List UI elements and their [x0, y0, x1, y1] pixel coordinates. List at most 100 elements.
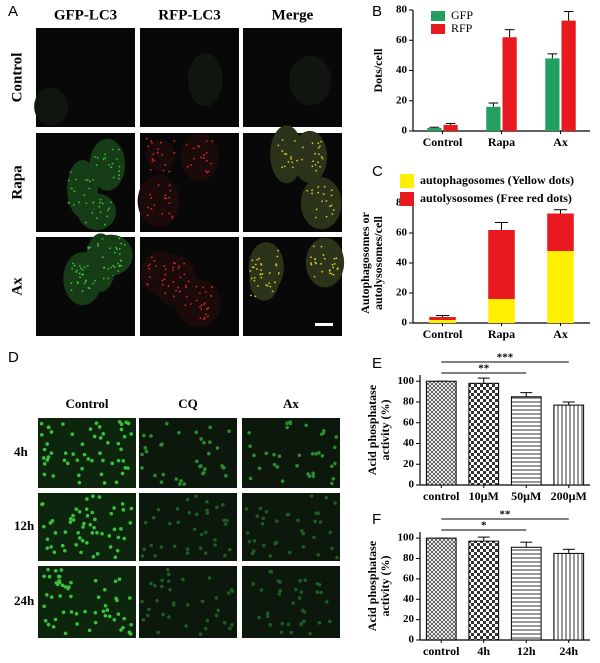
bar: [443, 124, 458, 131]
cell-spot: [273, 541, 277, 546]
cell-spot: [275, 465, 280, 469]
puncta: [200, 304, 203, 306]
puncta: [211, 286, 213, 288]
puncta: [317, 142, 320, 145]
cell-spot: [213, 543, 217, 547]
cell-spot: [261, 516, 266, 521]
cell-spot: [302, 610, 307, 614]
cell-spot: [160, 442, 164, 447]
puncta: [251, 266, 254, 269]
cell-spot: [85, 497, 89, 501]
micrograph: [38, 493, 136, 561]
cell-spot: [102, 587, 107, 592]
cell-spot: [107, 614, 112, 619]
puncta: [101, 202, 104, 205]
puncta: [287, 160, 290, 163]
puncta: [164, 268, 167, 271]
x-tick-label: 24h: [559, 644, 578, 658]
puncta: [315, 262, 318, 265]
cell-spot: [168, 521, 172, 526]
puncta: [85, 221, 87, 224]
cell-spot: [280, 621, 284, 626]
y-tick-label: 60: [403, 416, 415, 428]
puncta: [310, 262, 312, 264]
puncta: [113, 266, 116, 268]
cell-body: [89, 138, 126, 191]
cell-spot: [75, 622, 79, 626]
puncta: [322, 254, 325, 256]
y-tick-label: 40: [403, 437, 415, 449]
cell-spot: [114, 480, 119, 485]
y-tick-label: 40: [403, 593, 415, 605]
cell-spot: [205, 508, 209, 513]
cell-spot: [227, 547, 232, 552]
cell-spot: [295, 463, 299, 468]
puncta: [317, 147, 320, 149]
puncta: [107, 277, 110, 280]
puncta: [330, 189, 333, 192]
cell-spot: [42, 472, 47, 477]
y-axis-label: Acid phosphatase: [365, 384, 379, 475]
panel-label: D: [8, 349, 19, 366]
puncta: [315, 169, 318, 172]
puncta: [97, 245, 100, 247]
cell-spot: [177, 482, 182, 486]
puncta: [161, 283, 164, 286]
cell-spot: [203, 467, 207, 471]
cell-spot: [153, 584, 157, 588]
cell-spot: [119, 422, 124, 427]
puncta: [317, 153, 320, 156]
cell-spot: [277, 592, 282, 596]
puncta: [172, 280, 175, 283]
puncta: [331, 263, 334, 266]
puncta: [253, 279, 256, 282]
puncta: [154, 265, 157, 267]
puncta: [149, 263, 151, 266]
y-tick-label: 80: [396, 4, 408, 16]
cell-spot: [272, 462, 277, 467]
cell-spot: [49, 595, 54, 599]
cell-spot: [103, 603, 108, 608]
puncta: [120, 242, 123, 245]
puncta: [67, 179, 70, 182]
puncta: [203, 316, 206, 319]
puncta: [177, 286, 180, 289]
legend-swatch: [400, 174, 414, 188]
cell-spot: [155, 598, 159, 603]
cell-spot: [115, 548, 120, 553]
puncta: [123, 244, 126, 246]
panel-label: E: [372, 355, 382, 372]
puncta: [321, 157, 324, 160]
puncta: [109, 201, 112, 204]
cell-spot: [93, 517, 97, 522]
bar: [468, 540, 500, 641]
puncta: [110, 166, 113, 169]
cell-spot: [98, 436, 103, 440]
row-header: Ax: [9, 277, 25, 296]
cell-spot: [205, 618, 210, 623]
cell-spot: [203, 551, 208, 556]
puncta: [151, 142, 153, 144]
puncta: [71, 267, 74, 270]
bar: [510, 396, 542, 486]
puncta: [147, 145, 150, 148]
puncta: [168, 212, 171, 215]
puncta: [92, 179, 95, 181]
puncta: [207, 170, 210, 173]
cell-spot: [112, 617, 117, 622]
cell-spot: [80, 538, 85, 543]
puncta: [265, 284, 268, 286]
cell-spot: [49, 430, 54, 434]
cell-spot: [96, 595, 101, 600]
cell-spot: [143, 446, 148, 450]
cell-spot: [63, 451, 68, 455]
cell-spot: [93, 610, 98, 615]
cell-spot: [101, 609, 106, 614]
cell-spot: [301, 531, 306, 536]
cell-spot: [319, 590, 323, 595]
puncta: [268, 282, 271, 285]
puncta: [256, 285, 259, 287]
puncta: [332, 209, 335, 211]
cell-spot: [200, 599, 205, 604]
puncta: [249, 270, 252, 272]
